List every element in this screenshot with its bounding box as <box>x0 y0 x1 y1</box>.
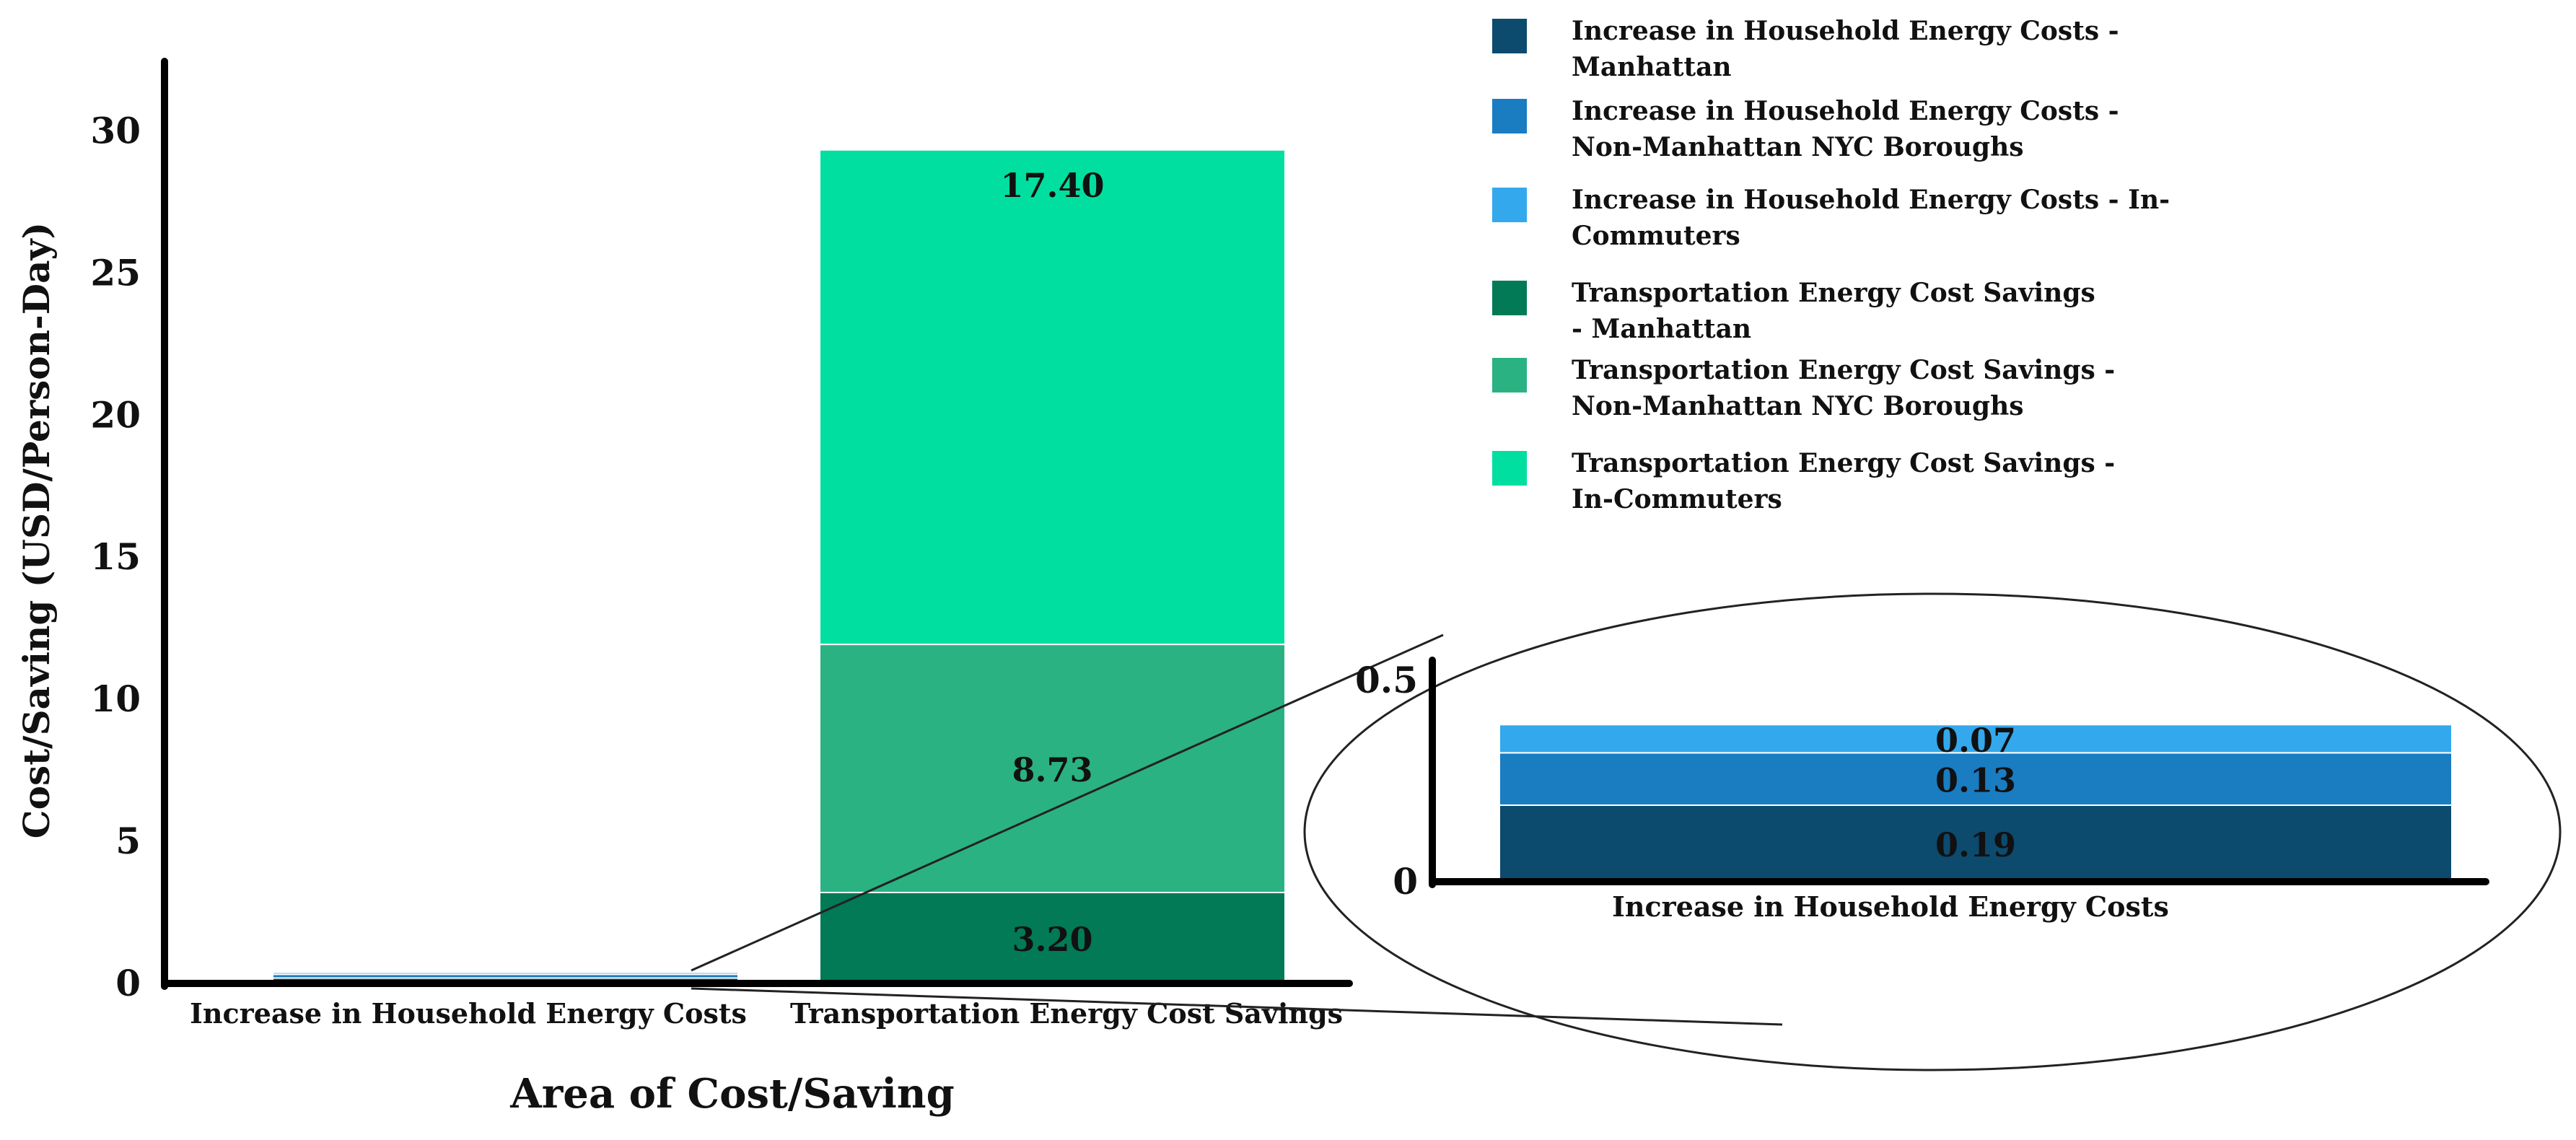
legend-swatch <box>1492 451 1527 486</box>
legend-swatch <box>1492 188 1527 222</box>
zoom-ellipse <box>1303 592 2562 1071</box>
y-tick-label: 15 <box>90 535 141 578</box>
legend-swatch <box>1492 358 1527 393</box>
legend-swatch <box>1492 281 1527 315</box>
legend-label: Transportation Energy Cost Savings - Man… <box>1572 278 2095 344</box>
zoom-connector <box>691 987 1783 1026</box>
inset-bar-segment <box>1499 752 2453 806</box>
x-axis-title: Area of Cost/Saving <box>509 1070 954 1118</box>
inset-bar-segment <box>1499 724 2453 754</box>
data-label: 8.73 <box>1012 750 1092 789</box>
bar-segment <box>272 971 739 975</box>
y-axis-title: Cost/Saving (USD/Person-Day) <box>15 222 58 838</box>
inset-y-tick-label: 0 <box>1393 860 1418 903</box>
data-label: 17.40 <box>1000 166 1104 205</box>
legend-swatch <box>1492 99 1527 133</box>
data-label: 3.20 <box>1012 920 1092 959</box>
inset-y-tick-label: 0.5 <box>1355 659 1418 701</box>
inset-data-label: 0.19 <box>1935 825 2016 864</box>
inset-data-label: 0.13 <box>1935 761 2016 800</box>
legend-swatch <box>1492 19 1527 53</box>
legend-label: Transportation Energy Cost Savings - In-… <box>1572 448 2116 514</box>
zoom-connector <box>691 633 1444 972</box>
bar-segment <box>819 149 1286 646</box>
inset-bar-segment <box>1499 804 2453 882</box>
y-tick-label: 20 <box>90 393 141 436</box>
y-tick-label: 10 <box>90 678 141 720</box>
legend-label: Transportation Energy Cost Savings - Non… <box>1572 355 2116 421</box>
legend-label: Increase in Household Energy Costs - Non… <box>1572 96 2119 162</box>
inset-x-tick-label: Increase in Household Energy Costs <box>1612 890 2169 923</box>
legend-label: Increase in Household Energy Costs - Man… <box>1572 16 2119 82</box>
bar-segment <box>819 891 1286 985</box>
inset-data-label: 0.07 <box>1935 721 2016 760</box>
y-tick-label: 5 <box>115 820 141 862</box>
x-tick-label: Increase in Household Energy Costs <box>190 997 747 1030</box>
y-tick-label: 25 <box>90 251 141 294</box>
x-tick-label: Transportation Energy Cost Savings <box>790 997 1343 1030</box>
y-tick-label: 0 <box>115 962 141 1004</box>
bar-segment <box>819 644 1286 893</box>
legend-label: Increase in Household Energy Costs - In-… <box>1572 185 2170 251</box>
y-tick-label: 30 <box>90 109 141 152</box>
